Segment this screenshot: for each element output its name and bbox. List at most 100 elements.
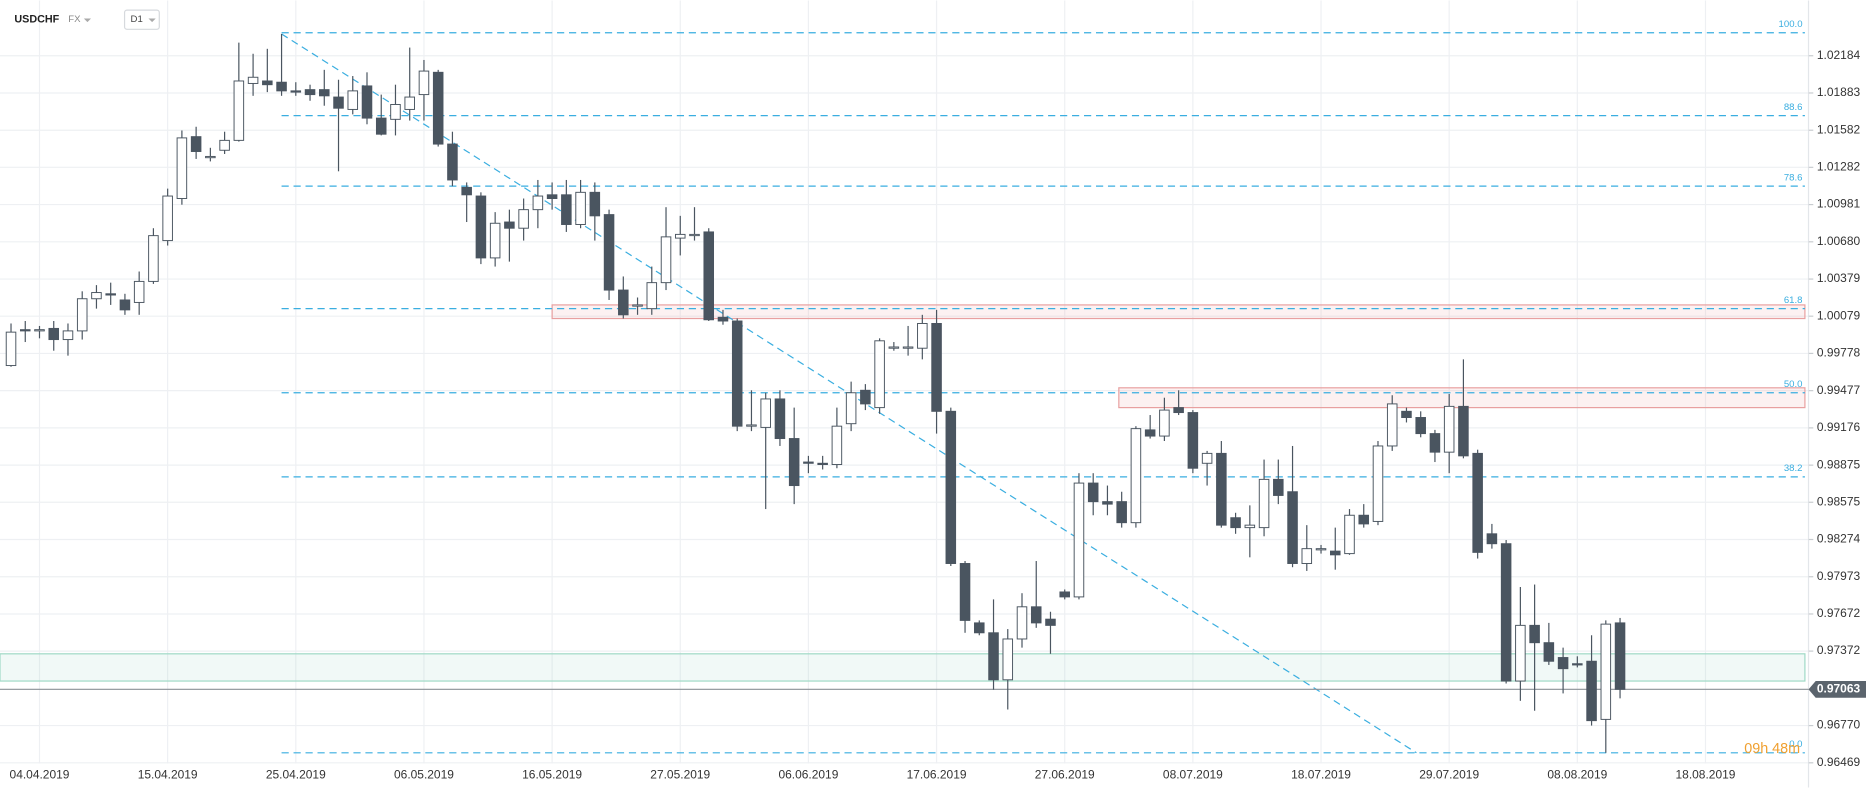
candle-body (1458, 405, 1469, 457)
grid (0, 0, 1809, 764)
candle-body (91, 292, 102, 300)
candle-body (1344, 514, 1355, 555)
y-tick-label: 1.00379 (1817, 271, 1861, 285)
y-tick-label: 0.98875 (1817, 457, 1861, 471)
candle-body (1500, 543, 1512, 682)
candle-body (1315, 548, 1327, 551)
candle-body (803, 461, 814, 464)
candle-body (119, 299, 131, 311)
candle-body (1073, 482, 1085, 598)
candle-body (788, 438, 800, 487)
candle-body (1372, 445, 1384, 522)
candle-body (1244, 524, 1256, 529)
candles (5, 33, 1626, 753)
x-tick-label: 06.06.2019 (778, 768, 838, 782)
candle-body (1301, 548, 1313, 564)
candle-body (1415, 417, 1426, 435)
candle-body (432, 71, 444, 145)
zone (551, 304, 1806, 320)
y-tick-label: 0.99176 (1817, 420, 1861, 434)
candle-body (1543, 642, 1555, 662)
candle-body (262, 80, 273, 86)
fib-label: 100.0 (1779, 19, 1803, 30)
candle-body (1130, 428, 1142, 524)
y-tick-label: 0.99477 (1817, 383, 1861, 397)
last-price-label: 0.97063 (1817, 681, 1861, 695)
candle-body (646, 282, 658, 310)
candle-body (1102, 501, 1113, 505)
candle-body (133, 280, 145, 303)
candle-body (518, 209, 529, 229)
candle-body (1429, 433, 1441, 453)
candle-body (1173, 407, 1184, 414)
candle-body (418, 70, 430, 96)
axes: 1.02184 1.01883 1.01582 1.01282 1.00981 1.006… (10, 48, 1866, 782)
candle-body (746, 424, 757, 427)
candle-body (703, 231, 715, 321)
y-tick-label: 1.01582 (1817, 122, 1861, 136)
timeframe-box[interactable] (123, 9, 160, 30)
candle-body (845, 392, 857, 425)
y-tick-label: 0.96469 (1817, 755, 1861, 769)
candle-body (1529, 624, 1540, 644)
y-tick-label: 0.99778 (1817, 346, 1861, 360)
x-tick-label: 27.05.2019 (650, 768, 710, 782)
candle-body (1059, 591, 1070, 598)
header: USDCHF FX D1 (14, 9, 160, 30)
candle-body (959, 563, 971, 621)
y-tick-label: 0.98274 (1817, 532, 1861, 546)
candle-body (888, 346, 900, 349)
candle-body (1401, 410, 1412, 418)
x-tick-label: 16.05.2019 (522, 768, 582, 782)
candle-body (276, 81, 287, 92)
x-tick-label: 06.05.2019 (394, 768, 454, 782)
candle-body (375, 117, 387, 135)
market[interactable]: FX (68, 14, 81, 25)
candle-body (917, 322, 928, 349)
candle-body (1230, 517, 1241, 529)
y-tick-label: 1.00680 (1817, 234, 1861, 248)
timeframe-caret[interactable] (148, 18, 156, 23)
timeframe[interactable]: D1 (131, 14, 143, 25)
x-tick-label: 08.07.2019 (1163, 768, 1223, 782)
x-tick-label: 08.08.2019 (1547, 768, 1607, 782)
candle-body (1002, 638, 1014, 681)
candle-body (1144, 429, 1156, 437)
candle-body (504, 221, 515, 229)
candle-body (632, 304, 643, 307)
fib-label: 0.0 (1789, 739, 1802, 750)
candle-body (831, 425, 843, 466)
y-tick-label: 0.97973 (1817, 569, 1861, 583)
fib-label: 61.8 (1784, 295, 1803, 306)
y-tick-label: 1.01282 (1817, 159, 1861, 173)
candle-body (347, 90, 359, 110)
x-tick-label: 18.07.2019 (1291, 768, 1351, 782)
candle-body (546, 194, 558, 199)
candle-body (319, 89, 330, 97)
candle-body (1486, 533, 1498, 545)
fib-label: 38.2 (1784, 463, 1803, 474)
x-tick-label: 27.06.2019 (1035, 768, 1095, 782)
x-tick-label: 04.04.2019 (10, 768, 70, 782)
countdown: 09h 48m (1744, 741, 1800, 757)
candle-body (1614, 622, 1626, 690)
candle-body (931, 322, 942, 412)
candle-body (1087, 482, 1099, 503)
x-tick-label: 17.06.2019 (907, 768, 967, 782)
candle-body (404, 96, 415, 110)
candle-body (1187, 412, 1199, 469)
market-caret[interactable] (83, 18, 92, 23)
candle-body (390, 104, 401, 120)
candle-body (19, 329, 31, 332)
candle-body (731, 320, 743, 427)
candle-body (1572, 663, 1583, 666)
candle-body (1159, 409, 1170, 437)
candle-body (618, 289, 629, 316)
candle-body (902, 346, 914, 349)
candle-body (774, 398, 786, 440)
candle-body (34, 329, 45, 332)
fib-label: 88.6 (1784, 102, 1803, 113)
candle-body (1329, 550, 1341, 556)
candle-body (988, 632, 999, 681)
candle-body (561, 194, 572, 225)
